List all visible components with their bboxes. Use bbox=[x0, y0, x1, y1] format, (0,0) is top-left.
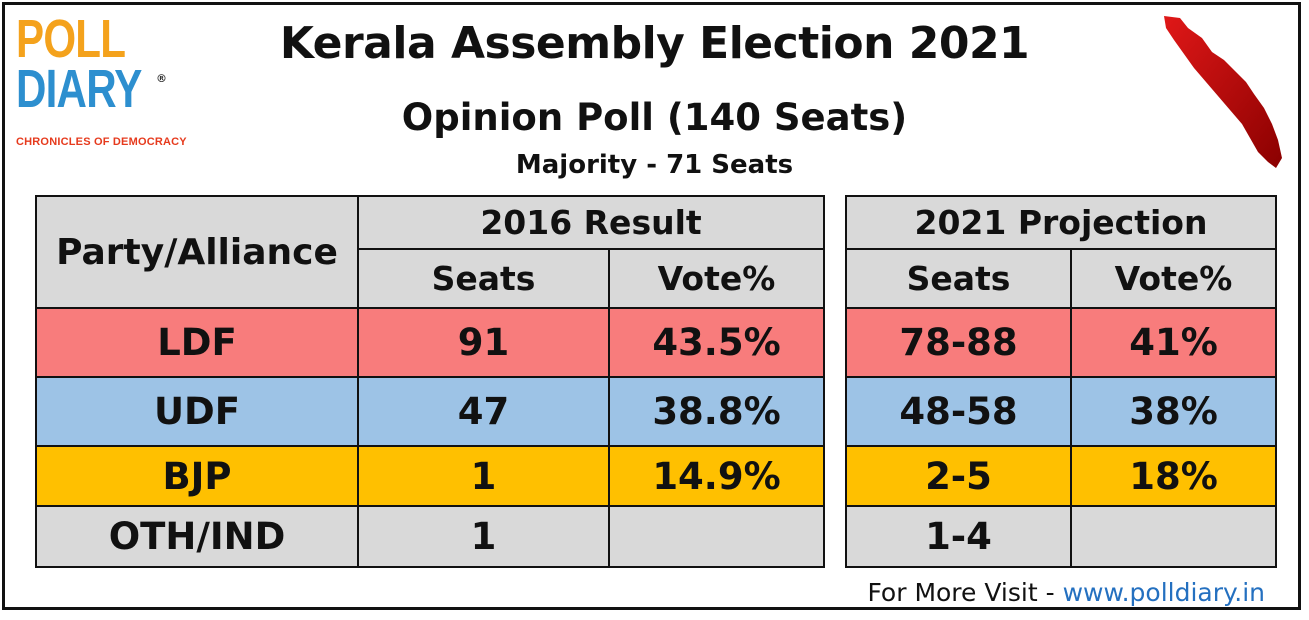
seats-2021-ldf: 78-88 bbox=[845, 307, 1072, 378]
page-subtitle: Opinion Poll (140 Seats) bbox=[401, 96, 908, 139]
party-oth: OTH/IND bbox=[35, 505, 359, 568]
seats-2021-udf: 48-58 bbox=[845, 376, 1072, 447]
outer-frame bbox=[2, 2, 1301, 610]
vote-2016-oth bbox=[608, 505, 825, 568]
header-party-alliance: Party/Alliance bbox=[35, 195, 359, 309]
table-row: 2-5 18% bbox=[845, 445, 1277, 507]
seats-2016-ldf: 91 bbox=[357, 307, 610, 378]
vote-2021-oth bbox=[1070, 505, 1277, 568]
table-row: LDF 91 43.5% bbox=[35, 307, 825, 378]
vote-2016-bjp: 14.9% bbox=[608, 445, 825, 507]
party-bjp: BJP bbox=[35, 445, 359, 507]
header-vote-2016: Vote% bbox=[608, 248, 825, 309]
kerala-map-icon bbox=[1164, 16, 1282, 168]
registered-mark: ® bbox=[156, 72, 167, 85]
header-seats-2016: Seats bbox=[357, 248, 610, 309]
table-row: UDF 47 38.8% bbox=[35, 376, 825, 447]
seats-2016-bjp: 1 bbox=[357, 445, 610, 507]
projection-2021-table: 2021 Projection Seats Vote% 78-88 41% 48… bbox=[845, 195, 1277, 568]
vote-2021-udf: 38% bbox=[1070, 376, 1277, 447]
seats-2021-oth: 1-4 bbox=[845, 505, 1072, 568]
table-row: OTH/IND 1 bbox=[35, 505, 825, 568]
results-2016-table: Party/Alliance 2016 Result Seats Vote% L… bbox=[35, 195, 825, 568]
seats-2021-bjp: 2-5 bbox=[845, 445, 1072, 507]
footer-visit: For More Visit - www.polldiary.in bbox=[867, 578, 1265, 607]
party-udf: UDF bbox=[35, 376, 359, 447]
header-2016-result: 2016 Result bbox=[357, 195, 825, 250]
header-vote-2021: Vote% bbox=[1070, 248, 1277, 309]
table-row: 78-88 41% bbox=[845, 307, 1277, 378]
table-row: BJP 1 14.9% bbox=[35, 445, 825, 507]
footer-prefix: For More Visit - bbox=[867, 578, 1063, 607]
logo-tagline: CHRONICLES OF DEMOCRACY bbox=[16, 136, 187, 148]
vote-2021-bjp: 18% bbox=[1070, 445, 1277, 507]
party-ldf: LDF bbox=[35, 307, 359, 378]
footer-url-link[interactable]: www.polldiary.in bbox=[1062, 578, 1265, 607]
logo-line-diary: DIARY bbox=[16, 59, 142, 119]
majority-note: Majority - 71 Seats bbox=[515, 150, 794, 180]
header-seats-2021: Seats bbox=[845, 248, 1072, 309]
table-row: 48-58 38% bbox=[845, 376, 1277, 447]
vote-2016-ldf: 43.5% bbox=[608, 307, 825, 378]
polldiary-logo: POLL DIARY ® CHRONICLES OF DEMOCRACY bbox=[16, 9, 216, 154]
page-title: Kerala Assembly Election 2021 bbox=[279, 18, 1030, 69]
vote-2016-udf: 38.8% bbox=[608, 376, 825, 447]
vote-2021-ldf: 41% bbox=[1070, 307, 1277, 378]
logo-line-poll: POLL bbox=[16, 9, 126, 69]
header-2021-projection: 2021 Projection bbox=[845, 195, 1277, 250]
seats-2016-udf: 47 bbox=[357, 376, 610, 447]
table-row: 1-4 bbox=[845, 505, 1277, 568]
seats-2016-oth: 1 bbox=[357, 505, 610, 568]
